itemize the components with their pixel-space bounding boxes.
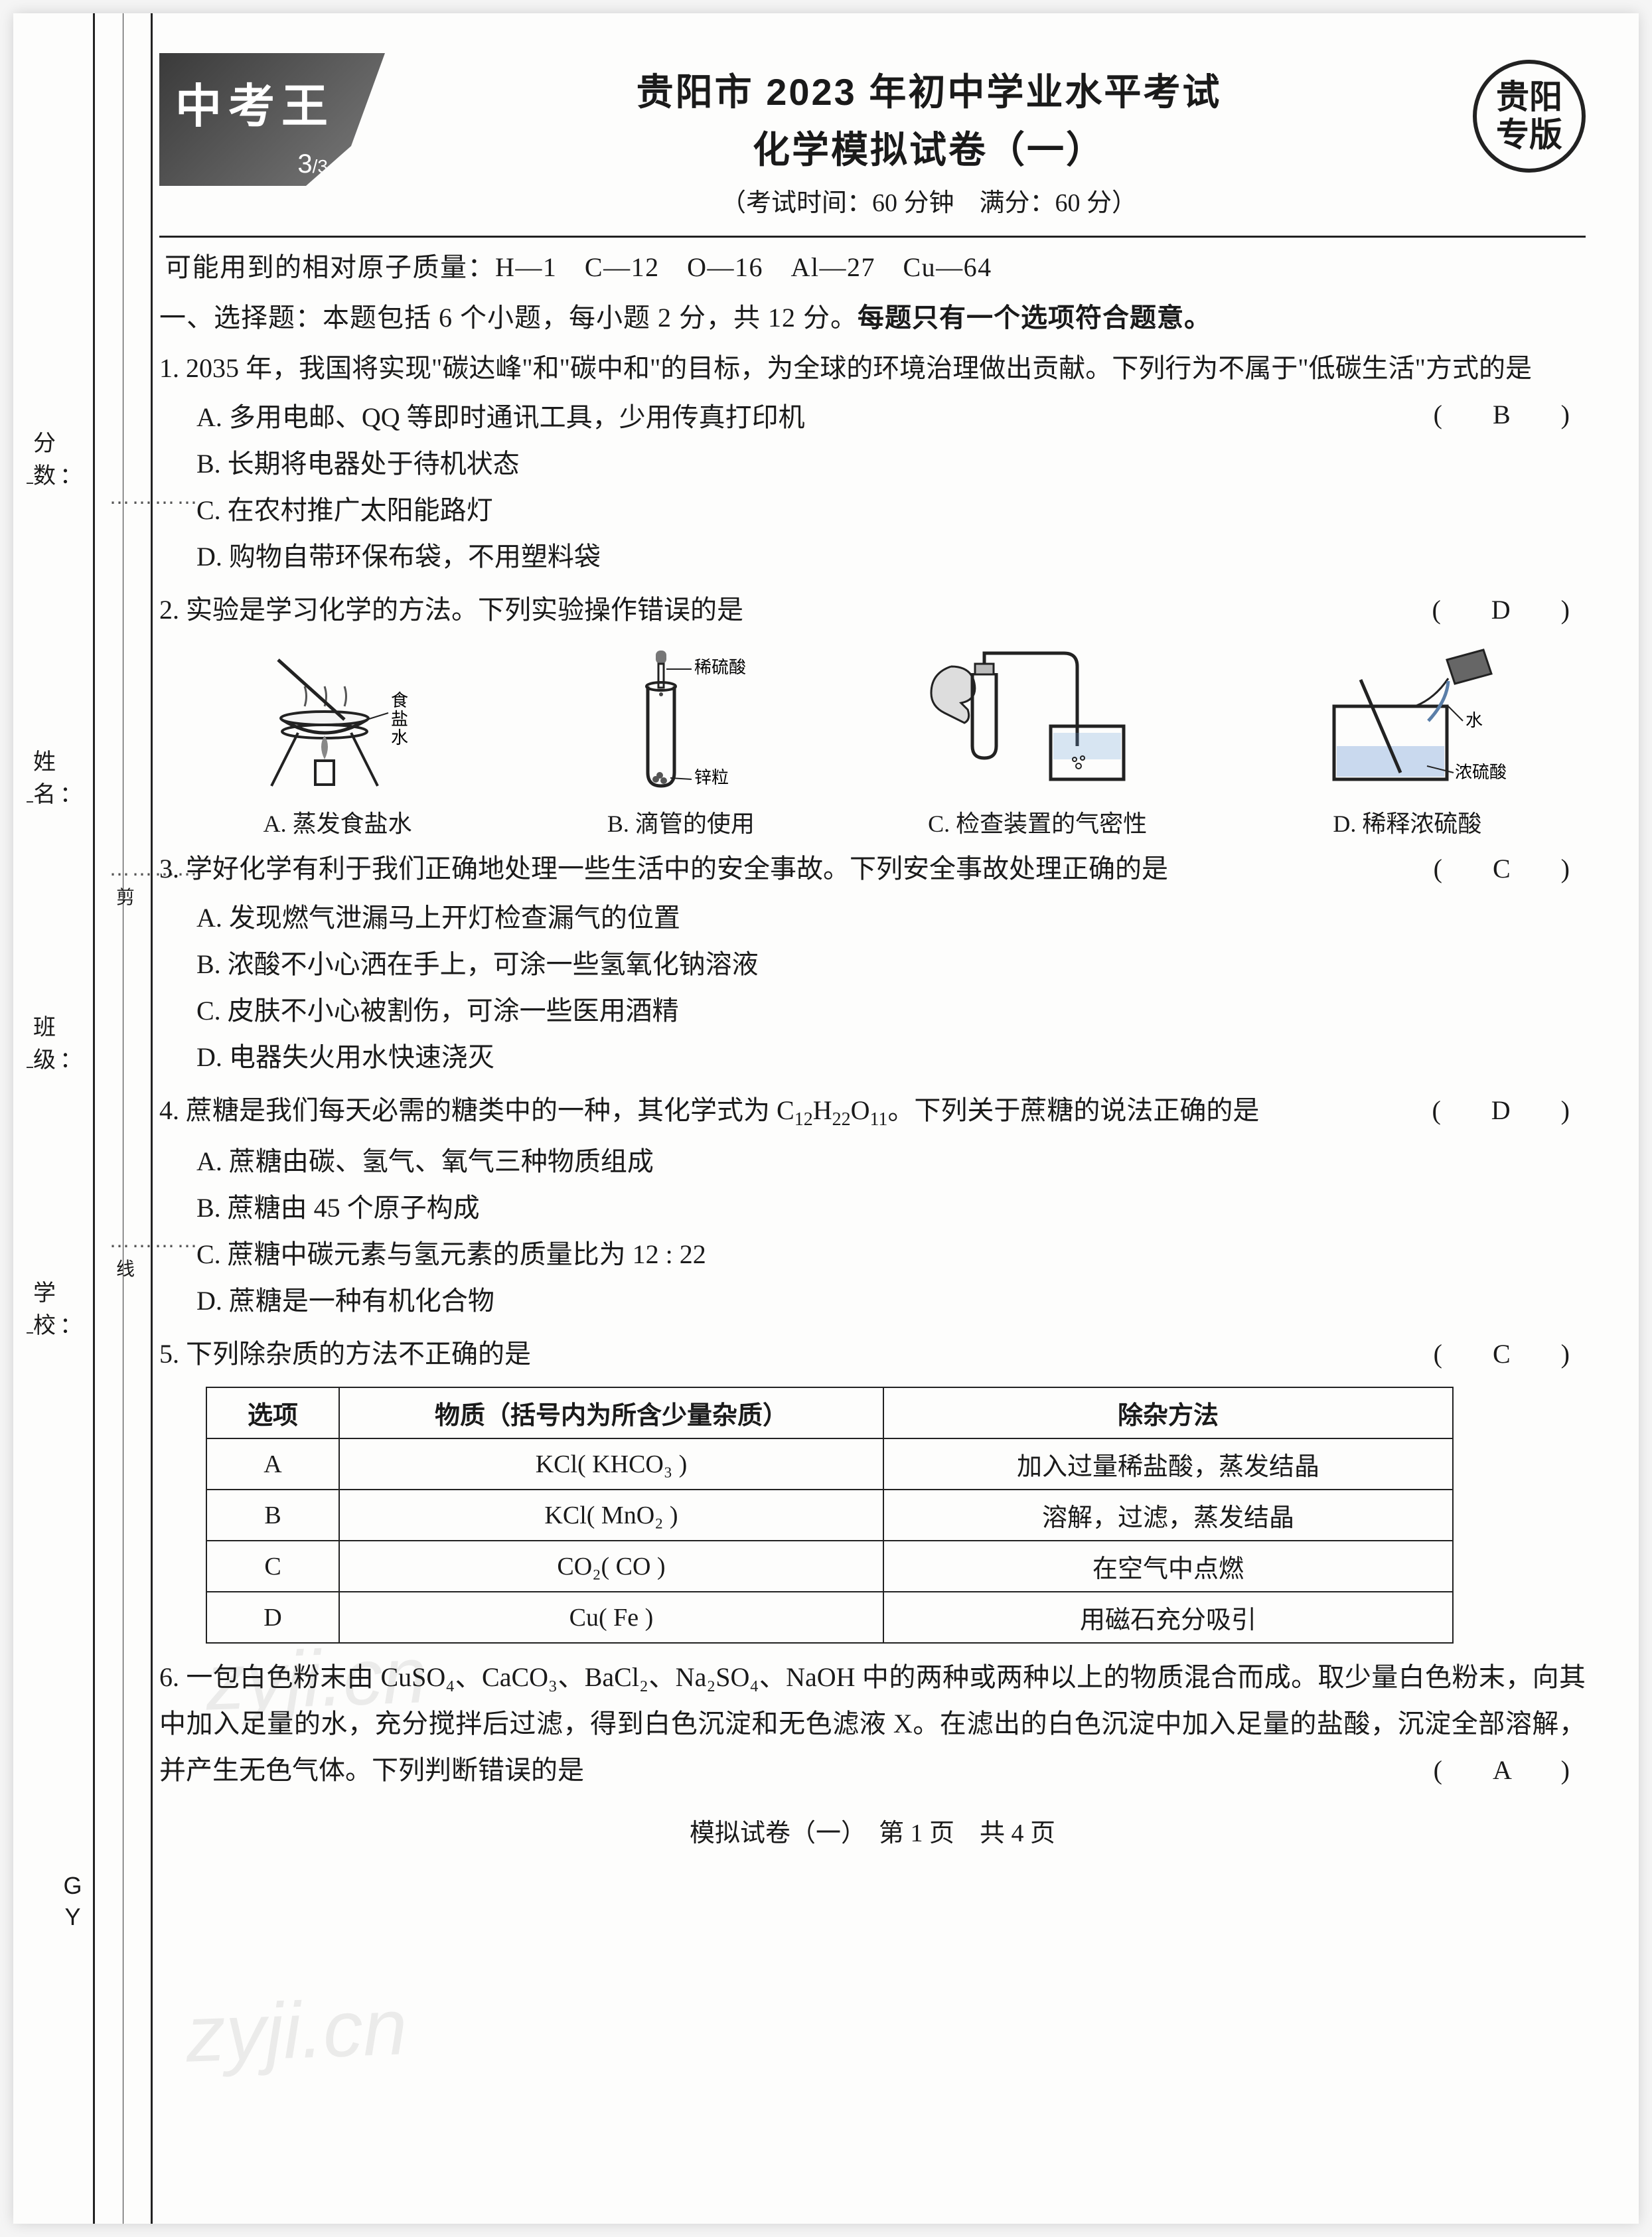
- q3-opt-d: D. 电器失火用水快速浇灭: [159, 1034, 1586, 1081]
- table-header-row: 选项 物质（括号内为所含少量杂质） 除杂方法: [206, 1387, 1453, 1438]
- question-3: 3. 学好化学有利于我们正确地处理一些生活中的安全事故。下列安全事故处理正确的是…: [159, 846, 1586, 892]
- svg-text:水: 水: [391, 728, 408, 747]
- side-label-gy: GY: [27, 1872, 86, 1934]
- q4-opt-b: B. 蔗糖由 45 个原子构成: [159, 1185, 1586, 1231]
- q5-table: 选项 物质（括号内为所含少量杂质） 除杂方法 AKCl( KHCO₃ )加入过量…: [206, 1387, 1454, 1644]
- diagram-dilute-acid: 水 浓硫酸 D. 稀释浓硫酸: [1294, 647, 1520, 839]
- table-row: BKCl( MnO₂ )溶解，过滤，蒸发结晶: [206, 1490, 1453, 1541]
- svg-text:稀硫酸: 稀硫酸: [694, 658, 746, 677]
- stamp-line2: 专版: [1496, 116, 1562, 155]
- binding-margin: [93, 13, 153, 2224]
- q4-opt-a: A. 蔗糖由碳、氢气、氧气三种物质组成: [159, 1138, 1586, 1185]
- q3-opt-a: A. 发现燃气泄漏马上开灯检查漏气的位置: [159, 895, 1586, 941]
- svg-text:水: 水: [1465, 711, 1483, 730]
- side-label-class: 班级：: [27, 1009, 86, 1079]
- q6-answer: ( A ): [1434, 1747, 1582, 1794]
- q5-answer: ( C ): [1434, 1331, 1582, 1377]
- th-material: 物质（括号内为所含少量杂质）: [339, 1387, 883, 1438]
- q2-diagrams: 食 盐 水 A. 蒸发食盐水 稀硫酸 锌粒: [159, 647, 1586, 839]
- banner-index: 3/3: [297, 149, 328, 179]
- diagram-dropper: 稀硫酸 锌粒 B. 滴管的使用: [581, 647, 781, 839]
- table-row: CCO₂( CO )在空气中点燃: [206, 1541, 1453, 1592]
- q1-opt-d: D. 购物自带环保布袋，不用塑料袋: [159, 534, 1586, 580]
- edition-stamp: 贵阳 专版: [1473, 60, 1586, 173]
- q3-opt-c: C. 皮肤不小心被割伤，可涂一些医用酒精: [159, 988, 1586, 1034]
- fold-dots: ⋯⋯⋯⋯: [110, 491, 136, 514]
- q3-answer: ( C ): [1434, 846, 1582, 892]
- th-option: 选项: [206, 1387, 339, 1438]
- question-2: 2. 实验是学习化学的方法。下列实验操作错误的是 ( D ): [159, 587, 1586, 633]
- header-rule: [159, 236, 1586, 238]
- q2-answer: ( D ): [1432, 587, 1582, 633]
- diagram-evaporate: 食 盐 水 A. 蒸发食盐水: [225, 647, 451, 839]
- watermark: zyji.cn: [185, 1981, 409, 2080]
- page-footer: 模拟试卷（一） 第 1 页 共 4 页: [159, 1812, 1586, 1849]
- q1-answer: ( B ): [1434, 392, 1582, 438]
- table-row: DCu( Fe )用磁石充分吸引: [206, 1592, 1453, 1643]
- title-meta: （考试时间：60 分钟 满分：60 分）: [385, 182, 1473, 218]
- title-line1: 贵阳市 2023 年初中学业水平考试: [385, 62, 1473, 116]
- exam-page: ⋯⋯⋯⋯ ⋯⋯⋯⋯ ⋯⋯⋯⋯ 剪 线 分数： 姓名： 班级： 学校： GY zy…: [13, 13, 1639, 2224]
- q3-opt-b: B. 浓酸不小心洒在手上，可涂一些氢氧化钠溶液: [159, 941, 1586, 988]
- svg-text:锌粒: 锌粒: [694, 768, 729, 787]
- svg-text:盐: 盐: [391, 710, 408, 729]
- header-row: 中考王 3/3 贵阳市 2023 年初中学业水平考试 化学模拟试卷（一） （考试…: [159, 53, 1586, 218]
- atomic-masses: 可能用到的相对原子质量：H—1 C—12 O—16 Al—27 Cu—64: [165, 246, 1586, 284]
- svg-text:食: 食: [391, 691, 408, 710]
- side-label-score: 分数：: [27, 425, 86, 495]
- cut-label-jian: 剪: [116, 883, 135, 909]
- q1-opt-b: B. 长期将电器处于待机状态: [159, 441, 1586, 487]
- q4-opt-d: D. 蔗糖是一种有机化合物: [159, 1278, 1586, 1324]
- q4-opt-c: C. 蔗糖中碳元素与氢元素的质量比为 12 : 22: [159, 1231, 1586, 1278]
- title-block: 贵阳市 2023 年初中学业水平考试 化学模拟试卷（一） （考试时间：60 分钟…: [385, 53, 1473, 218]
- q1-opt-c: C. 在农村推广太阳能路灯: [159, 487, 1586, 534]
- stamp-line1: 贵阳: [1496, 78, 1562, 117]
- cut-label-xian: 线: [116, 1255, 135, 1281]
- question-6: 6. 一包白色粉末由 CuSO₄、CaCO₃、BaCl₂、Na₂SO₄、NaOH…: [159, 1654, 1586, 1794]
- table-row: AKCl( KHCO₃ )加入过量稀盐酸，蒸发结晶: [206, 1438, 1453, 1490]
- question-5: 5. 下列除杂质的方法不正确的是 ( C ): [159, 1331, 1586, 1377]
- section-1-heading: 一、选择题：本题包括 6 个小题，每小题 2 分，共 12 分。每题只有一个选项…: [159, 296, 1586, 335]
- question-1: 1. 2035 年，我国将实现"碳达峰"和"碳中和"的目标，为全球的环境治理做出…: [159, 345, 1586, 392]
- title-line2: 化学模拟试卷（一）: [385, 120, 1473, 174]
- series-banner: 中考王 3/3: [159, 53, 385, 186]
- side-label-school: 学校：: [27, 1274, 86, 1345]
- q4-answer: ( D ): [1432, 1087, 1582, 1134]
- svg-text:浓硫酸: 浓硫酸: [1455, 763, 1507, 782]
- banner-title: 中考王: [175, 69, 369, 136]
- q1-opt-a: A. 多用电邮、QQ 等即时通讯工具，少用传真打印机: [159, 394, 1586, 441]
- th-method: 除杂方法: [883, 1387, 1453, 1438]
- diagram-airtight: C. 检查装置的气密性: [911, 647, 1164, 839]
- side-label-name: 姓名：: [27, 743, 86, 814]
- question-4: 4. 蔗糖是我们每天必需的糖类中的一种，其化学式为 C12H22O11。下列关于…: [159, 1087, 1586, 1136]
